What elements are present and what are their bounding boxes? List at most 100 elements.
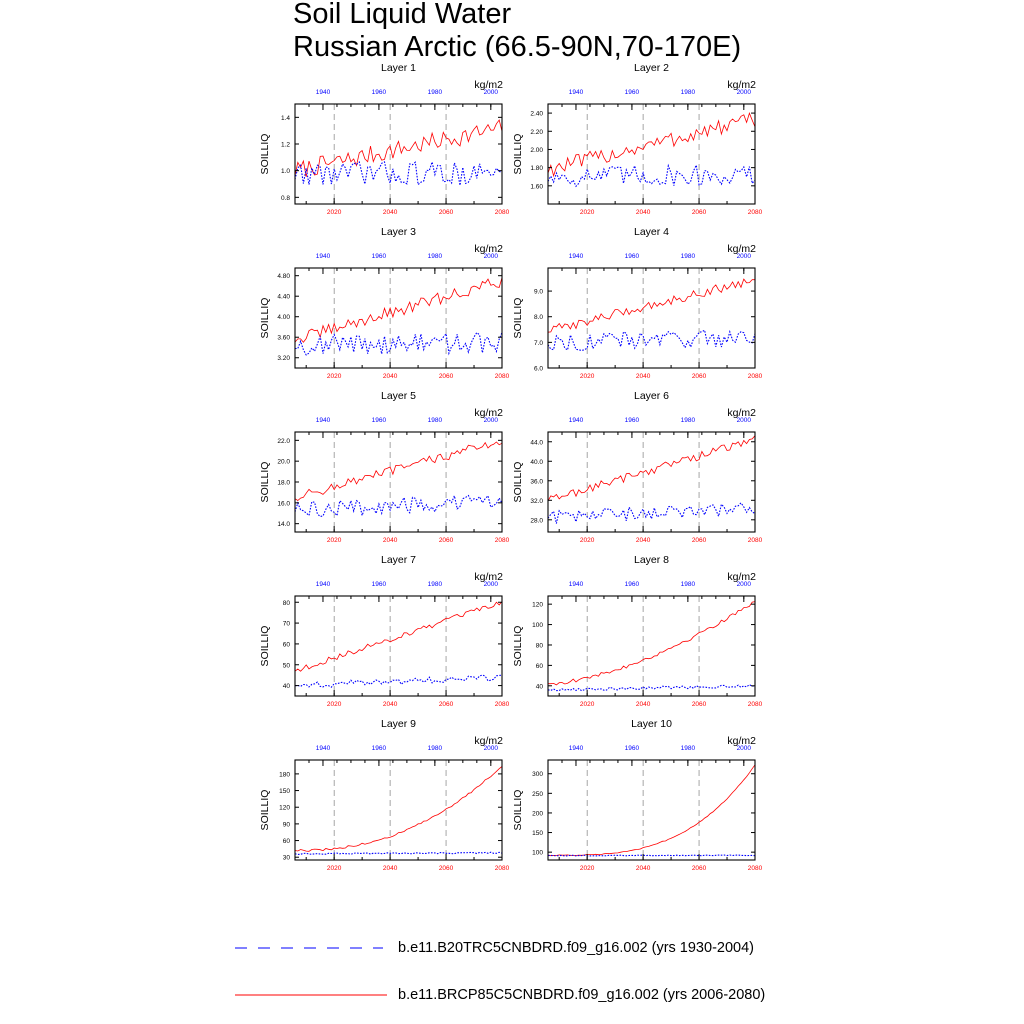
panel-10: Layer 10 kg/m2 SOILLIQ 100 150 200 250 300 2020 2… <box>512 718 763 872</box>
series-line-historical <box>294 159 503 186</box>
y-tick-label: 250 <box>532 791 543 798</box>
y-axis-label: SOILLIQ <box>512 626 524 667</box>
y-tick-label: 120 <box>532 602 543 609</box>
series-line-future <box>294 441 503 501</box>
x-tick-label-top: 1980 <box>428 89 443 96</box>
y-tick-label: 14.0 <box>277 521 290 528</box>
y-tick-label: 1.80 <box>530 165 543 172</box>
series-line-future <box>547 278 756 333</box>
y-axis-label: SOILLIQ <box>259 626 271 667</box>
x-tick-label-bottom: 2020 <box>327 209 342 216</box>
series-line-future <box>294 601 503 672</box>
series-line-future <box>294 119 503 177</box>
y-tick-label: 9.0 <box>534 289 543 296</box>
series-line-historical <box>294 493 503 518</box>
x-tick-label-bottom: 2080 <box>748 209 763 216</box>
y-tick-label: 4.00 <box>277 314 290 321</box>
x-tick-label-top: 2000 <box>484 417 499 424</box>
x-tick-label-top: 1960 <box>372 417 387 424</box>
y-tick-label: 40.0 <box>530 459 543 466</box>
panel-1: Layer 1 kg/m2 SOILLIQ 0.8 1.0 1.2 1.4 2020 2040 2… <box>259 62 510 216</box>
y-tick-label: 60 <box>283 838 291 845</box>
chart-title-line-2: Russian Arctic (66.5-90N,70-170E) <box>293 31 742 63</box>
series-line-historical <box>295 331 503 356</box>
units-label: kg/m2 <box>474 79 503 91</box>
y-tick-label: 90 <box>283 821 291 828</box>
x-tick-label-bottom: 2080 <box>748 701 763 708</box>
panel-7: Layer 7 kg/m2 SOILLIQ 40 50 60 70 80 2020 2040 206… <box>259 554 510 708</box>
x-tick-label-bottom: 2040 <box>383 373 398 380</box>
y-tick-label: 60 <box>536 663 544 670</box>
y-tick-label: 150 <box>532 830 543 837</box>
units-label: kg/m2 <box>474 735 503 747</box>
y-axis-label: SOILLIQ <box>512 462 524 503</box>
y-tick-label: 0.8 <box>281 195 290 202</box>
x-tick-label-bottom: 2060 <box>439 537 454 544</box>
x-tick-label-bottom: 2060 <box>439 373 454 380</box>
x-tick-label-bottom: 2040 <box>383 537 398 544</box>
y-axis-label: SOILLIQ <box>512 134 524 175</box>
x-tick-label-top: 1940 <box>316 417 331 424</box>
x-tick-label-top: 1980 <box>428 745 443 752</box>
x-tick-label-bottom: 2020 <box>580 865 595 872</box>
y-tick-label: 1.60 <box>530 183 543 190</box>
y-tick-label: 1.2 <box>281 142 290 149</box>
y-tick-label: 4.40 <box>277 294 290 301</box>
series-line-historical <box>547 502 756 524</box>
plot-frame <box>547 595 756 697</box>
x-tick-label-bottom: 2040 <box>636 373 651 380</box>
y-tick-label: 22.0 <box>277 438 290 445</box>
x-tick-label-bottom: 2080 <box>495 537 510 544</box>
x-tick-label-bottom: 2040 <box>636 209 651 216</box>
x-tick-label-bottom: 2080 <box>748 373 763 380</box>
plot-frame <box>547 267 756 369</box>
y-tick-label: 50 <box>283 662 291 669</box>
x-tick-label-bottom: 2040 <box>383 209 398 216</box>
y-tick-label: 180 <box>279 771 290 778</box>
y-tick-label: 30 <box>283 855 291 862</box>
x-tick-label-top: 2000 <box>484 253 499 260</box>
y-tick-label: 1.4 <box>281 115 290 122</box>
y-tick-label: 6.0 <box>534 366 543 373</box>
x-tick-label-top: 1940 <box>569 89 584 96</box>
x-tick-label-bottom: 2060 <box>692 209 707 216</box>
x-tick-label-bottom: 2060 <box>439 865 454 872</box>
y-tick-label: 2.00 <box>530 147 543 154</box>
x-tick-label-top: 1960 <box>372 253 387 260</box>
units-label: kg/m2 <box>727 79 756 91</box>
x-tick-label-top: 2000 <box>737 745 752 752</box>
x-tick-label-top: 1940 <box>316 581 331 588</box>
legend-label-future: b.e11.BRCP85C5CNBDRD.f09_g16.002 (yrs 20… <box>398 987 766 1003</box>
x-tick-label-bottom: 2060 <box>439 701 454 708</box>
x-tick-label-bottom: 2020 <box>327 865 342 872</box>
x-tick-label-top: 1940 <box>316 745 331 752</box>
y-axis-label: SOILLIQ <box>259 298 271 339</box>
x-tick-label-top: 2000 <box>737 581 752 588</box>
y-tick-label: 2.40 <box>530 111 543 118</box>
x-tick-label-bottom: 2020 <box>580 537 595 544</box>
y-tick-label: 80 <box>283 600 291 607</box>
x-tick-label-top: 1980 <box>428 581 443 588</box>
y-tick-label: 40 <box>536 683 544 690</box>
x-tick-label-top: 1980 <box>681 581 696 588</box>
x-tick-label-bottom: 2040 <box>383 865 398 872</box>
panel-8: Layer 8 kg/m2 SOILLIQ 40 60 80 100 120 2020 2040 2… <box>512 554 763 708</box>
plot-frame <box>294 431 503 533</box>
x-tick-label-bottom: 2020 <box>327 537 342 544</box>
x-tick-label-bottom: 2040 <box>383 701 398 708</box>
x-tick-label-bottom: 2020 <box>580 209 595 216</box>
series-line-historical <box>547 683 756 692</box>
x-tick-label-top: 2000 <box>737 417 752 424</box>
y-tick-label: 80 <box>536 642 544 649</box>
x-tick-label-bottom: 2080 <box>495 701 510 708</box>
panel-5: Layer 5 kg/m2 SOILLIQ 14.0 16.0 18.0 20.0 22.0 2… <box>259 390 510 544</box>
panel-title: Layer 2 <box>634 62 669 74</box>
y-tick-label: 100 <box>532 850 543 857</box>
x-tick-label-top: 1980 <box>428 253 443 260</box>
x-tick-label-bottom: 2020 <box>580 373 595 380</box>
panel-title: Layer 6 <box>634 390 669 402</box>
panel-title: Layer 5 <box>381 390 416 402</box>
series-line-historical <box>547 854 756 857</box>
panel-3: Layer 3 kg/m2 SOILLIQ 3.20 3.60 4.00 4.40 4.80 2… <box>259 226 510 380</box>
x-tick-label-bottom: 2020 <box>327 701 342 708</box>
